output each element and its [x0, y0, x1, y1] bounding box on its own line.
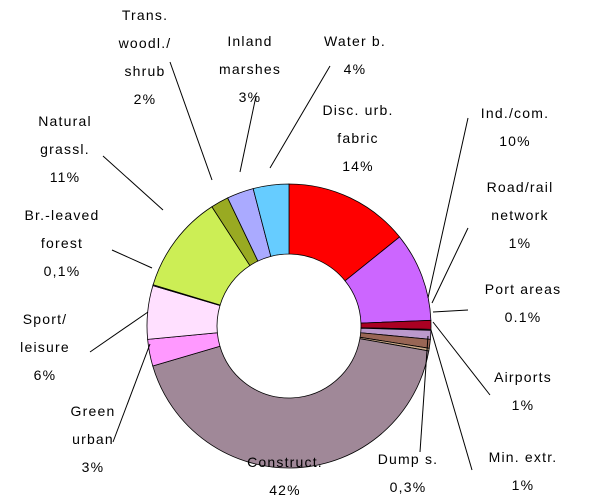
value-label: 10% [499, 133, 531, 149]
value-label: 1% [512, 477, 535, 493]
leader-line [431, 227, 469, 304]
slice-label: Disc. urb. fabric [322, 102, 393, 146]
value-label: 6% [34, 367, 57, 383]
value-label: 11% [50, 169, 81, 185]
value-label: 3% [239, 89, 262, 105]
slice-label: Water b. [324, 33, 386, 49]
slice-label: Airports [494, 369, 552, 385]
slice-label: Sport/leisure [20, 311, 70, 355]
value-label: 14% [342, 158, 374, 174]
leader-line [111, 249, 153, 269]
leader-line [427, 117, 469, 299]
slice-label: Construct. [247, 454, 323, 470]
slice [252, 183, 290, 257]
leader-line [239, 95, 257, 173]
slice-label: Natural grassl. [38, 113, 92, 157]
value-label: 4% [344, 61, 367, 77]
leader-line [89, 311, 149, 353]
slice [152, 338, 430, 469]
leader-line [432, 321, 491, 396]
leader-line [430, 329, 473, 471]
value-label: 0,3% [390, 479, 427, 495]
value-label: 3% [82, 459, 105, 475]
slice-label: Ind./com. [481, 105, 549, 121]
leader-line [432, 309, 469, 313]
slice-label: Road/rail network [487, 179, 554, 223]
leader-line [419, 335, 429, 453]
slice-label: Inland marshes [219, 33, 281, 77]
value-label: 1% [509, 235, 532, 251]
value-label: 0,1% [44, 263, 81, 279]
value-label: 1% [512, 397, 535, 413]
leader-line [102, 155, 164, 211]
leader-line [169, 61, 213, 181]
slice-label: Trans. woodl./shrub [118, 7, 172, 79]
value-label: 0.1% [505, 309, 542, 325]
leader-line [269, 65, 331, 169]
leader-line [112, 343, 151, 443]
slice-label: Min. extr. [489, 449, 558, 465]
slice-label: Dump s. [378, 451, 439, 467]
slice-label: Br.-leaved forest [24, 207, 99, 251]
slice-label: Green urban [71, 403, 116, 447]
value-label: 2% [134, 91, 157, 107]
slice-label: Port areas [485, 281, 562, 297]
value-label: 42% [269, 482, 301, 498]
